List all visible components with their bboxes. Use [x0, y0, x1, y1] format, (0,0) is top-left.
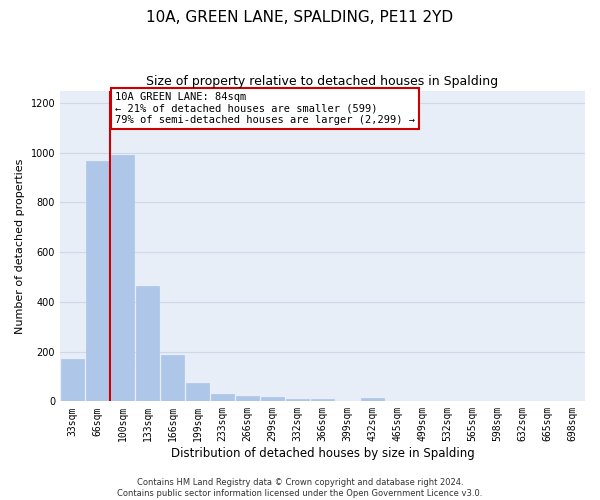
Y-axis label: Number of detached properties: Number of detached properties	[15, 158, 25, 334]
Text: Contains HM Land Registry data © Crown copyright and database right 2024.
Contai: Contains HM Land Registry data © Crown c…	[118, 478, 482, 498]
Bar	[361, 398, 384, 402]
Bar	[236, 396, 259, 402]
Bar	[86, 162, 109, 402]
Bar	[136, 286, 159, 402]
Title: Size of property relative to detached houses in Spalding: Size of property relative to detached ho…	[146, 75, 499, 88]
Bar	[61, 359, 84, 402]
Text: 10A, GREEN LANE, SPALDING, PE11 2YD: 10A, GREEN LANE, SPALDING, PE11 2YD	[146, 10, 454, 25]
X-axis label: Distribution of detached houses by size in Spalding: Distribution of detached houses by size …	[170, 447, 475, 460]
Bar	[286, 399, 309, 402]
Bar	[311, 400, 334, 402]
Bar	[211, 394, 234, 402]
Bar	[261, 397, 284, 402]
Bar	[161, 356, 184, 402]
Bar	[186, 382, 209, 402]
Text: 10A GREEN LANE: 84sqm
← 21% of detached houses are smaller (599)
79% of semi-det: 10A GREEN LANE: 84sqm ← 21% of detached …	[115, 92, 415, 125]
Bar	[111, 155, 134, 402]
